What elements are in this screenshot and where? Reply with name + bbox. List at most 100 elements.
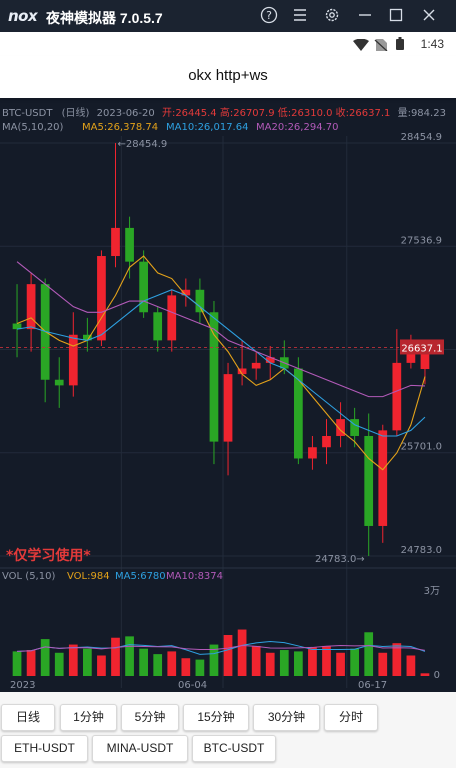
candle-body <box>125 227 134 262</box>
volume-bar <box>83 648 92 676</box>
vol-ma10: MA10:8374 <box>166 571 223 582</box>
kline-chart[interactable]: BTC-USDT (日线) 2023-06-20 开:26445.4 高:267… <box>0 98 456 692</box>
volume-bar <box>40 639 50 676</box>
candle-body <box>336 419 345 436</box>
volume-bar <box>322 645 331 676</box>
volume-bar <box>195 659 205 676</box>
price-tick-label: 25701.0 <box>401 442 442 453</box>
ma-line: MA(5,10,20) MA5:26,378.74 MA10:26,017.64… <box>2 122 338 133</box>
date-tick-label: 06-17 <box>358 680 387 691</box>
candle-body <box>265 357 275 363</box>
volume-bar <box>265 652 275 676</box>
candle-body <box>364 435 374 526</box>
volume-bar <box>209 644 219 676</box>
battery-icon <box>396 37 404 55</box>
volume-bar <box>336 652 345 676</box>
window-title: 夜神模拟器 7.0.5.7 <box>46 10 163 26</box>
volume-bar <box>181 658 191 676</box>
candle-body <box>195 289 205 313</box>
volume-bar <box>350 648 359 676</box>
volume-bar <box>68 644 78 676</box>
volume-bar <box>125 636 134 676</box>
controls-area: 日线 1分钟 5分钟 15分钟 30分钟 分时 ETH-USDT MINA-US… <box>0 692 456 768</box>
vol-value: VOL:984 <box>67 571 110 582</box>
period-button-15m[interactable]: 15分钟 <box>183 704 249 731</box>
vol-ma5: MA5:6780 <box>115 571 166 582</box>
symbol-button-eth[interactable]: ETH-USDT <box>1 735 88 762</box>
volume-ma-lines <box>17 641 426 655</box>
ma20-line <box>16 261 425 398</box>
candle-body <box>111 227 120 257</box>
volume-bar <box>139 648 148 676</box>
emulator-title-bar: nox 夜神模拟器 7.0.5.7 ? <box>0 0 456 32</box>
vol-info: VOL (5,10) VOL:984 MA5:6780 MA10:8374 <box>2 571 223 582</box>
date-tick-label: 06-04 <box>178 680 207 691</box>
volume-bar <box>111 637 120 676</box>
candle-body <box>68 334 78 386</box>
no-sim-icon <box>374 38 388 56</box>
last-price-tag: 26637.1 <box>401 343 442 354</box>
price-tick-label: 24783.0 <box>401 545 442 556</box>
period-button-30m[interactable]: 30分钟 <box>253 704 320 731</box>
symbol-button-btc[interactable]: BTC-USDT <box>192 735 276 762</box>
volume-bar <box>97 655 106 676</box>
candle-body <box>392 362 402 431</box>
clock: 1:43 <box>420 37 444 51</box>
volume-bar <box>378 652 388 676</box>
period-button-day[interactable]: 日线 <box>1 704 55 731</box>
price-tick-label: 28454.9 <box>401 132 442 143</box>
min-price-marker: 24783.0→ <box>315 554 365 565</box>
volume-bar <box>237 629 247 676</box>
ma5-line <box>16 255 426 471</box>
symbol-buttons: ETH-USDT MINA-USDT BTC-USDT <box>0 735 456 767</box>
volume-bar <box>308 647 317 676</box>
volume-bar <box>392 643 402 676</box>
candle-body <box>350 419 359 436</box>
period-buttons: 日线 1分钟 5分钟 15分钟 30分钟 分时 <box>0 704 456 736</box>
app-title: okx http+ws <box>188 67 268 84</box>
chart-markers: 26637.1 ←28454.9 24783.0→ <box>0 139 444 565</box>
info-period: (日线) <box>62 106 90 119</box>
info-symbol: BTC-USDT <box>2 108 53 119</box>
minimize-icon[interactable] <box>355 6 375 26</box>
settings-icon[interactable] <box>322 6 342 26</box>
vol-label: VOL (5,10) <box>2 571 55 582</box>
period-button-timeshare[interactable]: 分时 <box>324 704 378 731</box>
symbol-button-mina[interactable]: MINA-USDT <box>92 735 188 762</box>
volume-bar <box>251 645 261 676</box>
menu-icon[interactable] <box>290 6 310 26</box>
candle-body <box>209 312 219 442</box>
close-icon[interactable] <box>419 6 439 26</box>
ma20-value: MA20:26,294.70 <box>256 122 338 133</box>
volume-bars <box>12 629 430 676</box>
period-button-5m[interactable]: 5分钟 <box>121 704 179 731</box>
candle-body <box>83 334 92 341</box>
wifi-icon <box>353 38 369 56</box>
chart-grid <box>0 136 456 688</box>
last-price-tag-bg <box>400 339 444 355</box>
vol-axis-bottom: 0 <box>434 670 440 681</box>
candle-body <box>12 323 22 330</box>
help-icon[interactable]: ? <box>259 6 279 26</box>
candle-body <box>26 284 36 330</box>
volume-ma5-line <box>17 641 426 655</box>
candle-body <box>223 374 233 442</box>
info-date: 2023-06-20 <box>97 108 155 119</box>
period-button-1m[interactable]: 1分钟 <box>60 704 117 731</box>
candle-body <box>294 368 303 459</box>
volume-bar <box>223 635 233 676</box>
maximize-icon[interactable] <box>386 6 406 26</box>
nox-logo: nox <box>8 7 38 25</box>
volume-bar <box>420 673 430 676</box>
max-price-marker: ←28454.9 <box>118 139 168 150</box>
volume-bar <box>26 650 36 676</box>
info-ohlc: 开:26445.4 高:26707.9 低:26310.0 收:26637.1 <box>162 106 390 119</box>
volume-bar <box>54 652 64 676</box>
volume-bar <box>406 655 416 676</box>
candle-body <box>54 379 64 386</box>
candle-body <box>237 368 247 375</box>
ma10-line <box>16 289 426 437</box>
info-volume: 量:984.23 <box>398 107 446 119</box>
candle-body <box>308 447 317 459</box>
kline-chart-canvas[interactable]: BTC-USDT (日线) 2023-06-20 开:26445.4 高:267… <box>0 98 456 692</box>
